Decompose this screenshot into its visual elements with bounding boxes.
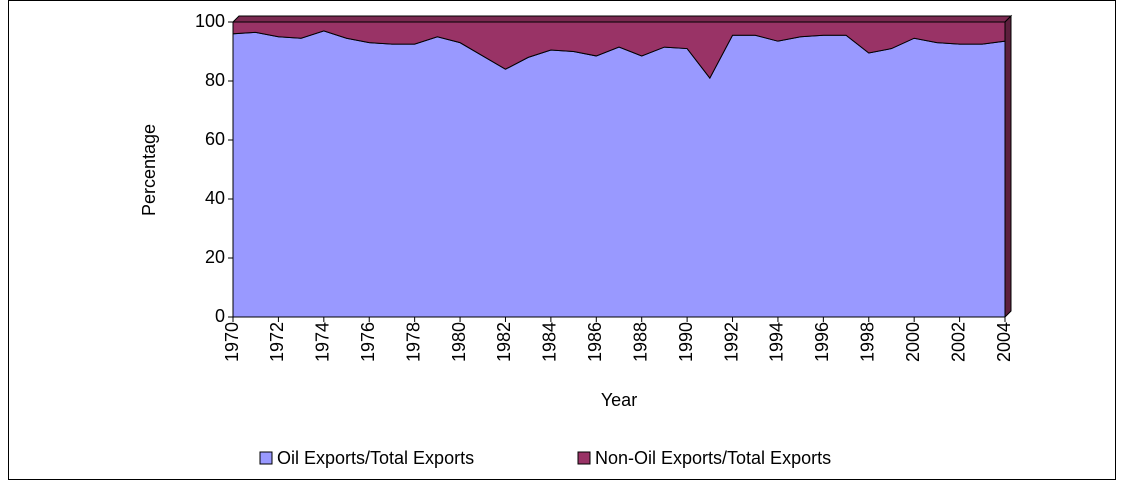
x-tick-label: 1972 [267,322,287,362]
y-tick-label: 0 [215,306,225,326]
x-axis-title: Year [601,390,637,410]
plot-depth-side [1004,14,1012,319]
y-tick-label: 20 [205,247,225,267]
y-tick-label: 100 [195,11,225,31]
x-tick-label: 1974 [313,322,333,362]
x-tick-label: 1970 [222,322,242,362]
area [232,21,1006,79]
legend-swatch [259,451,273,465]
area [232,30,1006,318]
y-tick-label: 60 [205,129,225,149]
x-tick-label: 1976 [358,322,378,362]
x-tick-label: 1988 [630,322,650,362]
x-tick-label: 2004 [994,322,1014,362]
legend: Oil Exports/Total Exports Non-Oil Exports… [259,448,831,468]
x-tick-label: 1986 [585,322,605,362]
legend-label: Non-Oil Exports/Total Exports [595,448,831,468]
y-tick-label: 40 [205,188,225,208]
legend-label: Oil Exports/Total Exports [277,448,474,468]
plot-area [228,14,1013,322]
x-tick-label: 2002 [948,322,968,362]
x-tick-label: 1992 [721,322,741,362]
x-tick-label: 2000 [903,322,923,362]
legend-swatch [577,451,591,465]
x-tick-label: 1980 [449,322,469,362]
x-tick-label: 1990 [676,322,696,362]
x-tick-label: 1982 [494,322,514,362]
x-tick-label: 1994 [767,322,787,362]
x-tick-label: 1984 [540,322,560,362]
x-tick-label: 1996 [812,322,832,362]
x-tick-label: 1978 [403,322,423,362]
y-axis-title: Percentage [139,124,159,216]
x-tick-label: 1998 [858,322,878,362]
y-tick-label: 80 [205,70,225,90]
plot-depth-top [231,15,1013,23]
